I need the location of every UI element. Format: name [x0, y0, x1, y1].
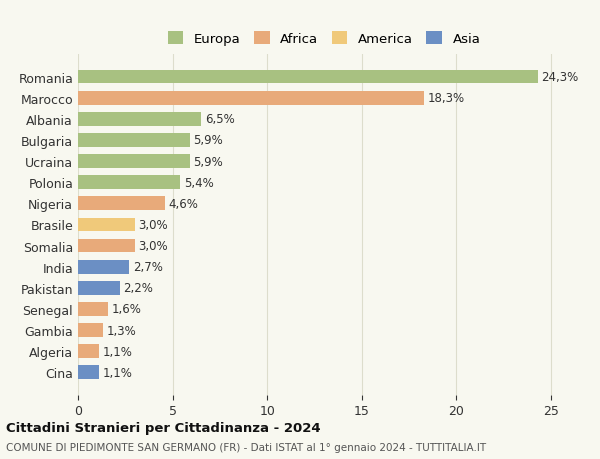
Bar: [78, 302, 108, 316]
Bar: [78, 71, 538, 84]
Text: 6,5%: 6,5%: [205, 113, 235, 126]
Text: 2,2%: 2,2%: [124, 282, 153, 295]
Bar: [78, 366, 99, 379]
Text: 5,9%: 5,9%: [193, 134, 223, 147]
Text: 1,1%: 1,1%: [103, 366, 133, 379]
Text: 1,3%: 1,3%: [106, 324, 136, 337]
Bar: [78, 239, 135, 253]
Text: 3,0%: 3,0%: [139, 218, 168, 231]
Text: 24,3%: 24,3%: [542, 71, 579, 84]
Bar: [78, 197, 165, 211]
Bar: [78, 281, 119, 295]
Bar: [78, 92, 424, 105]
Bar: [78, 155, 190, 168]
Bar: [78, 176, 180, 190]
Text: 5,4%: 5,4%: [184, 176, 214, 189]
Text: 3,0%: 3,0%: [139, 240, 168, 252]
Bar: [78, 218, 135, 232]
Text: 5,9%: 5,9%: [193, 155, 223, 168]
Text: 2,7%: 2,7%: [133, 261, 163, 274]
Bar: [78, 345, 99, 358]
Text: 18,3%: 18,3%: [428, 92, 465, 105]
Bar: [78, 324, 103, 337]
Bar: [78, 260, 129, 274]
Legend: Europa, Africa, America, Asia: Europa, Africa, America, Asia: [164, 28, 484, 50]
Text: 1,1%: 1,1%: [103, 345, 133, 358]
Bar: [78, 112, 201, 126]
Text: 1,6%: 1,6%: [112, 303, 142, 316]
Text: COMUNE DI PIEDIMONTE SAN GERMANO (FR) - Dati ISTAT al 1° gennaio 2024 - TUTTITAL: COMUNE DI PIEDIMONTE SAN GERMANO (FR) - …: [6, 442, 486, 452]
Text: Cittadini Stranieri per Cittadinanza - 2024: Cittadini Stranieri per Cittadinanza - 2…: [6, 421, 320, 435]
Text: 4,6%: 4,6%: [169, 197, 199, 210]
Bar: [78, 134, 190, 147]
